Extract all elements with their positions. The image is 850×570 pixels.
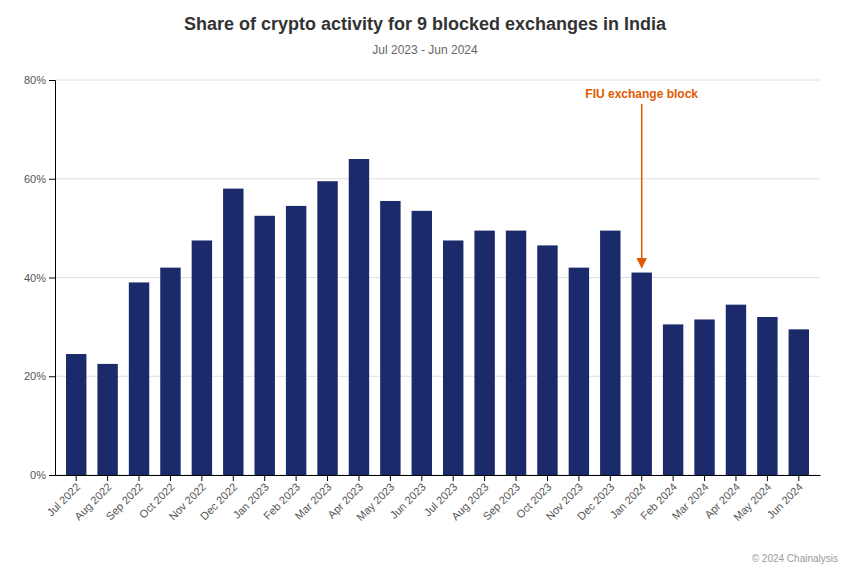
- plot-area: Jul 2022Aug 2022Sep 2022Oct 2022Nov 2022…: [24, 74, 821, 523]
- bar: [160, 268, 180, 475]
- subtitle: Jul 2023 - Jun 2024: [372, 43, 478, 57]
- x-tick-mark: [735, 475, 736, 481]
- x-tick-mark: [264, 475, 265, 481]
- x-tick-mark: [484, 475, 485, 481]
- bar: [506, 231, 526, 475]
- y-axis-line: [49, 81, 56, 476]
- x-tick-mark: [201, 475, 202, 481]
- bar: [349, 159, 369, 475]
- x-tick-label: Jun 2023: [388, 481, 428, 521]
- y-tick-mark: [49, 80, 55, 81]
- x-tick-mark: [767, 475, 768, 481]
- x-tick-mark: [421, 475, 422, 481]
- bar: [474, 231, 494, 475]
- x-tick-mark: [798, 475, 799, 481]
- x-tick-mark: [327, 475, 328, 481]
- bar: [317, 181, 337, 475]
- chart: Share of crypto activity for 9 blocked e…: [0, 0, 850, 570]
- x-tick-mark: [358, 475, 359, 481]
- y-tick-mark: [49, 376, 55, 377]
- bar: [254, 216, 274, 475]
- x-tick-mark: [170, 475, 171, 481]
- x-tick: Jun 2024: [765, 475, 805, 521]
- x-tick-label: Sep 2022: [103, 481, 145, 523]
- x-tick-mark: [641, 475, 642, 481]
- x-tick-mark: [76, 475, 77, 481]
- x-tick-mark: [578, 475, 579, 481]
- bar: [631, 273, 651, 475]
- bar: [129, 282, 149, 475]
- y-tick-label: 60%: [24, 173, 46, 185]
- bar: [443, 240, 463, 475]
- title: Share of crypto activity for 9 blocked e…: [184, 14, 667, 34]
- bar: [380, 201, 400, 475]
- x-tick-mark: [704, 475, 705, 481]
- x-tick-label: Jun 2024: [765, 481, 805, 521]
- bar: [789, 329, 809, 475]
- x-tick-mark: [139, 475, 140, 481]
- bar: [97, 364, 117, 475]
- bars: [66, 159, 809, 475]
- grid: [55, 80, 820, 475]
- bar: [66, 354, 86, 475]
- y-axis: 0% 20% 40% 60% 80%: [24, 74, 56, 481]
- grid-line: [55, 80, 820, 81]
- x-tick-mark: [296, 475, 297, 481]
- x-tick-mark: [107, 475, 108, 481]
- x-tick-mark: [547, 475, 548, 481]
- x-tick-mark: [673, 475, 674, 481]
- bar: [286, 206, 306, 475]
- y-tick-label: 80%: [24, 74, 46, 86]
- bar: [600, 231, 620, 475]
- bar: [663, 324, 683, 475]
- annotation-text: FIU exchange block: [585, 87, 698, 101]
- x-tick-mark: [516, 475, 517, 481]
- bar: [223, 189, 243, 475]
- bar: [757, 317, 777, 475]
- annotation: FIU exchange block: [585, 87, 698, 268]
- y-tick: 60%: [24, 173, 55, 185]
- y-tick: 20%: [24, 370, 55, 382]
- bar: [569, 268, 589, 475]
- x-tick-mark: [610, 475, 611, 481]
- x-tick-label: May 2024: [731, 481, 774, 524]
- bar: [192, 240, 212, 475]
- bar: [412, 211, 432, 475]
- y-tick-label: 20%: [24, 370, 46, 382]
- y-tick-mark: [49, 475, 55, 476]
- bar: [694, 319, 714, 475]
- y-tick: 80%: [24, 74, 55, 86]
- y-tick: 0%: [30, 469, 55, 481]
- y-tick-mark: [49, 179, 55, 180]
- annotation-arrow: [641, 104, 643, 268]
- x-tick-mark: [453, 475, 454, 481]
- bar: [537, 245, 557, 475]
- y-tick-label: 40%: [24, 272, 46, 284]
- x-tick-label: Sep 2023: [480, 481, 522, 523]
- grid-line: [55, 178, 820, 179]
- y-tick: 40%: [24, 272, 55, 284]
- bar: [726, 305, 746, 475]
- x-axis: Jul 2022Aug 2022Sep 2022Oct 2022Nov 2022…: [45, 475, 821, 523]
- x-tick-mark: [233, 475, 234, 481]
- x-tick-label: May 2023: [354, 481, 397, 524]
- y-tick-mark: [49, 278, 55, 279]
- y-tick-label: 0%: [30, 469, 46, 481]
- x-tick-mark: [390, 475, 391, 481]
- x-tick: Jun 2023: [388, 475, 428, 521]
- footer: © 2024 Chainalysis: [752, 553, 838, 564]
